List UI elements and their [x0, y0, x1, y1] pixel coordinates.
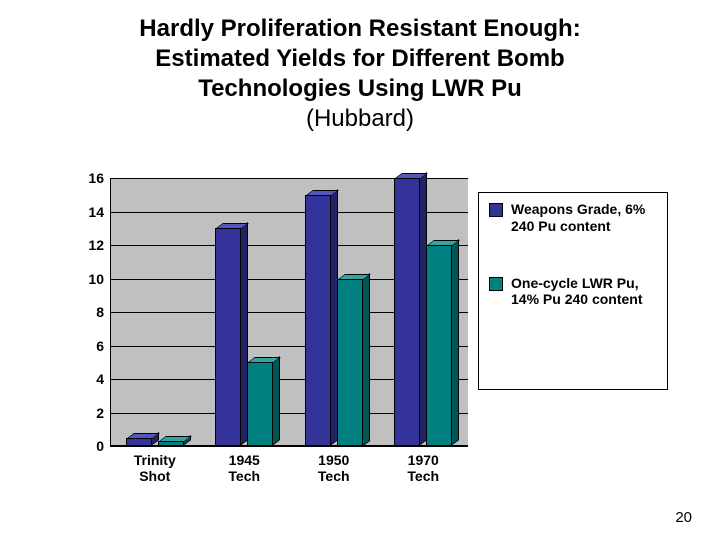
bar-side: [362, 273, 370, 447]
x-category-label-line: 1950: [289, 452, 379, 468]
x-category-label-line: Shot: [110, 468, 200, 484]
bar: [247, 362, 273, 446]
x-category-label-line: Tech: [200, 468, 290, 484]
legend-label: One-cycle LWR Pu, 14% Pu 240 content: [511, 275, 657, 309]
legend-label: Weapons Grade, 6% 240 Pu content: [511, 201, 657, 235]
y-tick-label: 8: [96, 304, 104, 320]
title-line-2: Estimated Yields for Different Bomb: [70, 44, 650, 74]
y-tick-label: 16: [88, 170, 104, 186]
slide: Hardly Proliferation Resistant Enough: E…: [0, 0, 720, 540]
chart-plot-area: 0246810121416TrinityShot1945Tech1950Tech…: [110, 178, 468, 446]
bar: [126, 438, 152, 446]
bar: [215, 228, 241, 446]
legend-swatch: [489, 277, 503, 291]
y-tick-label: 10: [88, 271, 104, 287]
x-category-label-line: 1970: [379, 452, 469, 468]
y-tick-label: 12: [88, 237, 104, 253]
bar: [305, 195, 331, 446]
chart-legend: Weapons Grade, 6% 240 Pu content One-cycl…: [478, 192, 668, 390]
legend-item: Weapons Grade, 6% 240 Pu content: [489, 201, 657, 235]
slide-title: Hardly Proliferation Resistant Enough: E…: [0, 0, 720, 134]
x-category-label-line: Trinity: [110, 452, 200, 468]
x-category-label: 1945Tech: [200, 452, 290, 484]
x-category-label: TrinityShot: [110, 452, 200, 484]
chart: 0246810121416TrinityShot1945Tech1950Tech…: [68, 178, 668, 498]
x-category-label-line: 1945: [200, 452, 290, 468]
bar-side: [272, 356, 280, 446]
gridline: [110, 446, 468, 447]
bar: [394, 178, 420, 446]
bar: [337, 279, 363, 447]
x-category-label-line: Tech: [289, 468, 379, 484]
x-category-label-line: Tech: [379, 468, 469, 484]
legend-item: One-cycle LWR Pu, 14% Pu 240 content: [489, 275, 657, 309]
y-tick-label: 2: [96, 405, 104, 421]
page-number: 20: [675, 509, 692, 526]
y-tick-label: 0: [96, 438, 104, 454]
x-category-label: 1970Tech: [379, 452, 469, 484]
bar: [426, 245, 452, 446]
x-category-label: 1950Tech: [289, 452, 379, 484]
title-line-3: Technologies Using LWR Pu: [70, 74, 650, 104]
legend-swatch: [489, 203, 503, 217]
y-tick-label: 6: [96, 338, 104, 354]
bar: [158, 441, 184, 446]
title-line-1: Hardly Proliferation Resistant Enough:: [70, 14, 650, 44]
y-tick-label: 4: [96, 371, 104, 387]
bar-side: [451, 239, 459, 446]
title-line-4: (Hubbard): [70, 104, 650, 134]
y-tick-label: 14: [88, 204, 104, 220]
